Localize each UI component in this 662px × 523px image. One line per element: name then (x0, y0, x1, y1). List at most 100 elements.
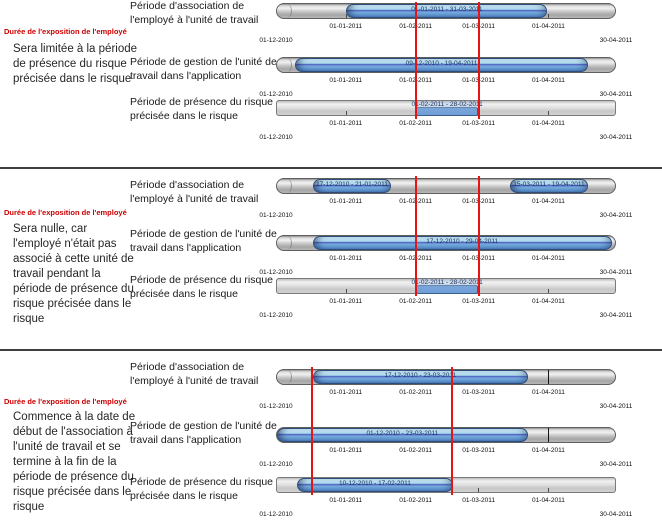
tick-date-label: 01-03-2011 (462, 77, 496, 84)
track-tick-mark (478, 189, 480, 193)
track-tick-mark (547, 14, 549, 18)
annotation-heading: Durée de l'exposition de l'employé (4, 397, 127, 406)
range-end-label: 30-04-2011 (599, 511, 633, 518)
range-start-label: 01-12-2010 (259, 134, 293, 141)
track-tick-mark (478, 111, 480, 115)
tick-date-label: 01-01-2011 (329, 255, 363, 262)
timeline-track: 09-12-2010 - 19-04-2011 (276, 57, 616, 73)
timeline-track: 01-02-2011 - 28-02-2011 (276, 278, 616, 294)
range-end-label: 30-04-2011 (599, 269, 633, 276)
track-tick-mark (547, 289, 549, 293)
tick-date-label: 01-04-2011 (532, 77, 565, 84)
timeline-segment: 01-12-2010 - 23-03-2011 (277, 428, 528, 442)
timeline-segment: 17-12-2010 - 23-03-2011 (312, 370, 528, 384)
range-start-label: 01-12-2010 (259, 312, 293, 319)
tick-date-label: 01-01-2011 (329, 23, 363, 30)
range-start-label: 01-12-2010 (259, 511, 293, 518)
annotation-body: Commence à la date de début de l'associa… (13, 411, 136, 513)
tick-date-label: 01-03-2011 (462, 255, 496, 262)
bar-tick-mark (547, 370, 550, 384)
row-label-risque: Période de présence du risque précisée d… (130, 274, 274, 300)
bar-tick-mark (547, 428, 550, 442)
timeline-gestion: 01-12-2010 - 23-03-2011 01-01-2011 01-02-2… (259, 427, 632, 473)
scenario-section-2: Durée de l'exposition de l'employé Sera … (0, 171, 662, 351)
range-start-label: 01-12-2010 (259, 91, 293, 98)
tick-date-label: 01-03-2011 (462, 447, 496, 454)
tick-date-label: 01-04-2011 (532, 23, 565, 30)
tick-date-label: 01-02-2011 (399, 497, 432, 504)
timeline-segment: 10-12-2010 - 17-02-2011 (297, 478, 453, 492)
timeline-segment: 01-02-2011 - 28-02-2011 (411, 279, 483, 294)
tick-date-label: 01-04-2011 (532, 120, 565, 127)
annotation-body: Sera limitée à la période de présence du… (13, 43, 138, 85)
row-label-gestion: Période de gestion de l'unité de travail… (130, 420, 277, 446)
timeline-gestion: 17-12-2010 - 29-04-2011 01-01-2011 01-02-2… (259, 235, 632, 281)
range-start-label: 01-12-2010 (259, 212, 293, 219)
range-end-label: 30-04-2011 (599, 312, 633, 319)
timeline-segment: 01-02-2011 - 28-02-2011 (411, 101, 483, 116)
timeline-segment: 15-03-2011 - 19-04-2011 (509, 179, 589, 193)
annotation-heading: Durée de l'exposition de l'employé (4, 27, 127, 36)
tick-date-label: 01-02-2011 (399, 255, 432, 262)
tick-date-label: 01-04-2011 (532, 497, 565, 504)
timeline-track: 17-12-2010 - 29-04-2011 (276, 235, 616, 251)
tick-date-label: 01-01-2011 (329, 447, 363, 454)
scenario-section-1: Durée de l'exposition de l'employé Sera … (0, 0, 662, 169)
timeline-track: 01-01-2011 - 31-03-2011 (276, 3, 616, 19)
tick-date-label: 01-02-2011 (399, 447, 432, 454)
tick-date-label: 01-01-2011 (329, 497, 363, 504)
range-start-label: 01-12-2010 (259, 37, 293, 44)
scenario-section-3: Durée de l'exposition de l'employé Comme… (0, 353, 662, 523)
timeline-track: 01-02-2011 - 28-02-2011 (276, 100, 616, 116)
range-end-label: 30-04-2011 (599, 134, 633, 141)
track-tick-mark (547, 111, 549, 115)
timeline-gestion: 09-12-2010 - 19-04-2011 01-01-2011 01-02-2… (259, 57, 632, 103)
segment-date-range: 17-12-2010 - 23-03-2011 (384, 372, 457, 379)
timeline-association: 17-12-2010 - 23-03-2011 01-01-2011 01-02-2… (259, 369, 632, 415)
timeline-track: 01-12-2010 - 23-03-2011 (276, 427, 616, 443)
timeline-segment: 09-12-2010 - 19-04-2011 (294, 58, 589, 72)
range-end-label: 30-04-2011 (599, 403, 633, 410)
track-tick-mark (346, 14, 348, 18)
timeline-track: 17-12-2010 - 21-01-2011 15-03-2011 - 19-0… (276, 178, 616, 194)
tick-date-label: 01-03-2011 (462, 23, 496, 30)
tick-date-label: 01-01-2011 (329, 298, 363, 305)
segment-date-range: 01-12-2010 - 23-03-2011 (366, 430, 439, 437)
timeline-segment: 17-12-2010 - 29-04-2011 (312, 236, 612, 250)
timeline-association: 01-01-2011 - 31-03-2011 01-01-2011 01-02-2… (259, 3, 632, 49)
segment-date-range: 17-12-2010 - 29-04-2011 (426, 238, 499, 245)
row-label-gestion: Période de gestion de l'unité de travail… (130, 228, 277, 254)
segment-date-range: 01-02-2011 - 28-02-2011 (411, 101, 483, 108)
track-tick-mark (415, 189, 417, 193)
tick-date-label: 01-02-2011 (399, 298, 432, 305)
tick-date-label: 01-01-2011 (329, 120, 363, 127)
range-end-label: 30-04-2011 (599, 91, 633, 98)
timeline-risque: 01-02-2011 - 28-02-2011 01-01-2011 01-02-2… (259, 100, 632, 146)
tick-date-label: 01-02-2011 (399, 389, 432, 396)
tick-date-label: 01-01-2011 (329, 389, 363, 396)
row-label-association: Période d'association de l'employé à l'u… (130, 179, 259, 205)
tick-date-label: 01-02-2011 (399, 120, 432, 127)
range-end-label: 30-04-2011 (599, 212, 633, 219)
timeline-segment: 01-01-2011 - 31-03-2011 (346, 4, 548, 18)
range-start-label: 01-12-2010 (259, 461, 293, 468)
tick-date-label: 01-02-2011 (399, 23, 432, 30)
tick-date-label: 01-03-2011 (462, 298, 496, 305)
tick-date-label: 01-01-2011 (329, 198, 363, 205)
segment-date-range: 15-03-2011 - 19-04-2011 (513, 181, 585, 188)
timeline-segment: 17-12-2010 - 21-01-2011 (312, 179, 392, 193)
timeline-risque: 10-12-2010 - 17-02-2011 01-01-2011 01-02-2… (259, 477, 632, 523)
segment-date-range: 17-12-2010 - 21-01-2011 (316, 181, 388, 188)
range-end-label: 30-04-2011 (599, 37, 633, 44)
range-start-label: 01-12-2010 (259, 269, 293, 276)
timeline-association: 17-12-2010 - 21-01-2011 15-03-2011 - 19-0… (259, 178, 632, 224)
segment-date-range: 10-12-2010 - 17-02-2011 (339, 480, 411, 487)
row-label-association: Période d'association de l'employé à l'u… (130, 0, 259, 26)
tick-date-label: 01-03-2011 (462, 497, 496, 504)
track-tick-mark (346, 289, 348, 293)
tick-date-label: 01-02-2011 (399, 77, 432, 84)
range-end-label: 30-04-2011 (599, 461, 633, 468)
tick-date-label: 01-04-2011 (532, 447, 565, 454)
tick-date-label: 01-04-2011 (532, 389, 565, 396)
